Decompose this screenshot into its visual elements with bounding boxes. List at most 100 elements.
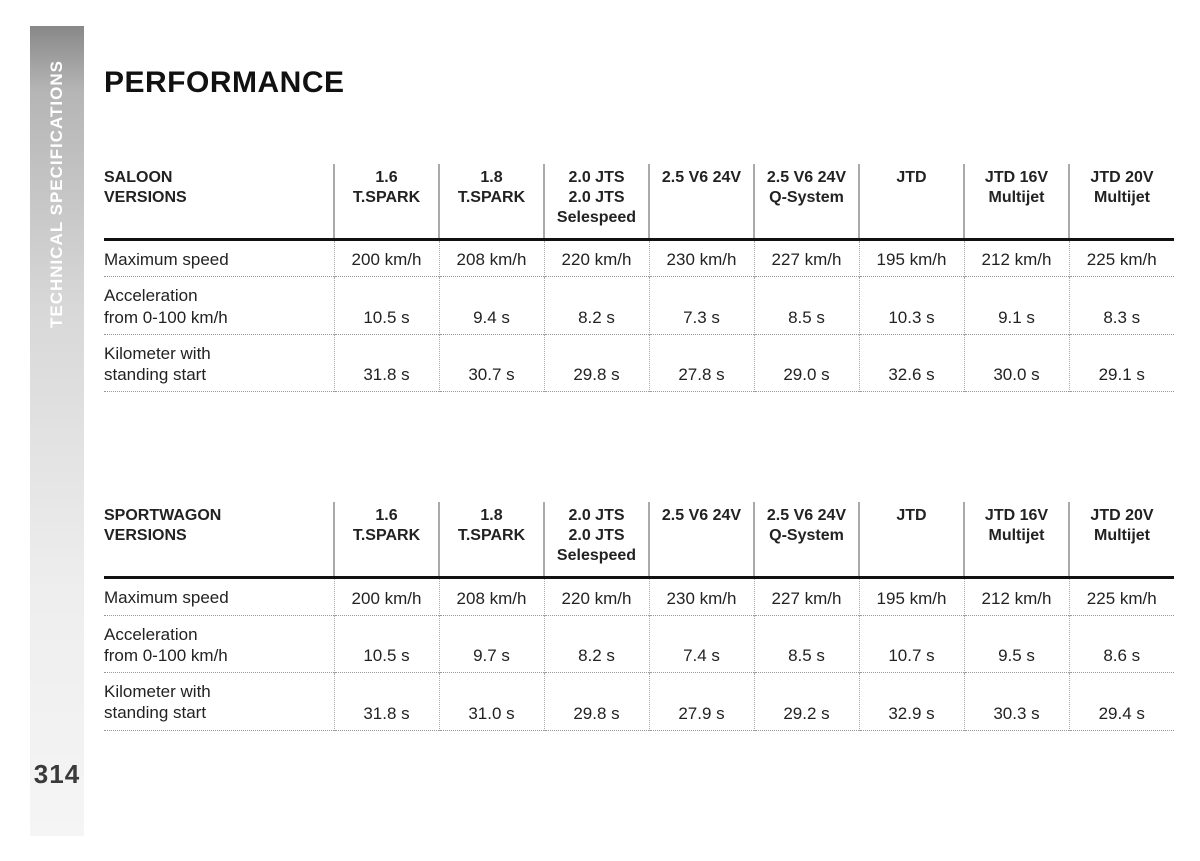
cell-value: 9.5 s bbox=[964, 615, 1069, 673]
row-label-text: Maximum speed bbox=[104, 249, 330, 270]
column-header: 1.6T.SPARK bbox=[334, 164, 439, 240]
header-text: JTD bbox=[862, 506, 961, 526]
cell-value: 29.8 s bbox=[544, 673, 649, 731]
header-text: 2.5 V6 24V bbox=[757, 506, 856, 526]
cell-value: 8.2 s bbox=[544, 615, 649, 673]
cell-value: 30.0 s bbox=[964, 334, 1069, 392]
header-text: T.SPARK bbox=[442, 526, 541, 546]
table-row: Maximum speed200 km/h208 km/h220 km/h230… bbox=[104, 578, 1174, 615]
header-text: 1.6 bbox=[337, 506, 436, 526]
table-row: Accelerationfrom 0-100 km/h10.5 s9.4 s8.… bbox=[104, 277, 1174, 335]
cell-value: 29.1 s bbox=[1069, 334, 1174, 392]
cell-value: 31.8 s bbox=[334, 334, 439, 392]
cell-value: 7.4 s bbox=[649, 615, 754, 673]
performance-table: SALOONVERSIONS1.6T.SPARK1.8T.SPARK2.0 JT… bbox=[104, 164, 1174, 392]
header-text: 1.6 bbox=[337, 168, 436, 188]
row-header-label: SPORTWAGONVERSIONS bbox=[104, 502, 334, 578]
column-header: 2.5 V6 24V bbox=[649, 164, 754, 240]
cell-value: 27.8 s bbox=[649, 334, 754, 392]
header-text: Multijet bbox=[1072, 526, 1172, 546]
cell-value: 10.3 s bbox=[859, 277, 964, 335]
header-text: SPORTWAGON bbox=[104, 506, 331, 526]
header-text: 2.0 JTS bbox=[547, 526, 646, 546]
column-header: 2.5 V6 24V bbox=[649, 502, 754, 578]
page-title: PERFORMANCE bbox=[104, 66, 1174, 100]
cell-value: 27.9 s bbox=[649, 673, 754, 731]
row-label-text: Kilometer with bbox=[104, 343, 330, 364]
header-text: 2.5 V6 24V bbox=[652, 506, 751, 526]
header-text: VERSIONS bbox=[104, 526, 331, 546]
table-row: Kilometer withstanding start31.8 s30.7 s… bbox=[104, 334, 1174, 392]
table-row: Accelerationfrom 0-100 km/h10.5 s9.7 s8.… bbox=[104, 615, 1174, 673]
cell-value: 230 km/h bbox=[649, 240, 754, 277]
row-label-text: Maximum speed bbox=[104, 587, 330, 608]
cell-value: 220 km/h bbox=[544, 240, 649, 277]
header-text: 2.5 V6 24V bbox=[652, 168, 751, 188]
row-label: Kilometer withstanding start bbox=[104, 334, 334, 392]
row-label: Kilometer withstanding start bbox=[104, 673, 334, 731]
header-text: 1.8 bbox=[442, 168, 541, 188]
cell-value: 31.8 s bbox=[334, 673, 439, 731]
column-header: JTD 20VMultijet bbox=[1069, 502, 1174, 578]
cell-value: 29.4 s bbox=[1069, 673, 1174, 731]
cell-value: 225 km/h bbox=[1069, 240, 1174, 277]
page: TECHNICAL SPECIFICATIONS 314 PERFORMANCE… bbox=[0, 0, 1200, 861]
column-header: 1.8T.SPARK bbox=[439, 164, 544, 240]
cell-value: 200 km/h bbox=[334, 578, 439, 615]
column-header: JTD 20VMultijet bbox=[1069, 164, 1174, 240]
row-label-text: Acceleration bbox=[104, 285, 330, 306]
header-text: 2.0 JTS bbox=[547, 506, 646, 526]
header-text: Selespeed bbox=[547, 208, 646, 228]
cell-value: 10.5 s bbox=[334, 615, 439, 673]
cell-value: 225 km/h bbox=[1069, 578, 1174, 615]
row-label-text: from 0-100 km/h bbox=[104, 645, 330, 666]
header-text: JTD 16V bbox=[967, 506, 1066, 526]
header-text: 2.0 JTS bbox=[547, 168, 646, 188]
column-header: 2.0 JTS2.0 JTSSelespeed bbox=[544, 164, 649, 240]
cell-value: 195 km/h bbox=[859, 240, 964, 277]
column-header: 1.8T.SPARK bbox=[439, 502, 544, 578]
header-text: T.SPARK bbox=[337, 526, 436, 546]
cell-value: 230 km/h bbox=[649, 578, 754, 615]
cell-value: 32.9 s bbox=[859, 673, 964, 731]
cell-value: 220 km/h bbox=[544, 578, 649, 615]
header-text: VERSIONS bbox=[104, 188, 331, 208]
cell-value: 9.1 s bbox=[964, 277, 1069, 335]
cell-value: 8.5 s bbox=[754, 615, 859, 673]
table-row: Maximum speed200 km/h208 km/h220 km/h230… bbox=[104, 240, 1174, 277]
sidebar-section-label: TECHNICAL SPECIFICATIONS bbox=[47, 60, 67, 328]
header-text: Multijet bbox=[967, 188, 1066, 208]
cell-value: 10.5 s bbox=[334, 277, 439, 335]
header-text: JTD 16V bbox=[967, 168, 1066, 188]
cell-value: 31.0 s bbox=[439, 673, 544, 731]
column-header: JTD bbox=[859, 164, 964, 240]
cell-value: 9.4 s bbox=[439, 277, 544, 335]
column-header: 1.6T.SPARK bbox=[334, 502, 439, 578]
header-text: Multijet bbox=[967, 526, 1066, 546]
header-text: Selespeed bbox=[547, 546, 646, 566]
column-header: 2.5 V6 24VQ-System bbox=[754, 164, 859, 240]
cell-value: 212 km/h bbox=[964, 578, 1069, 615]
content-area: PERFORMANCE SALOONVERSIONS1.6T.SPARK1.8T… bbox=[104, 66, 1174, 731]
cell-value: 10.7 s bbox=[859, 615, 964, 673]
row-label: Maximum speed bbox=[104, 578, 334, 615]
column-header: JTD 16VMultijet bbox=[964, 164, 1069, 240]
cell-value: 29.2 s bbox=[754, 673, 859, 731]
row-label: Accelerationfrom 0-100 km/h bbox=[104, 615, 334, 673]
cell-value: 227 km/h bbox=[754, 578, 859, 615]
cell-value: 208 km/h bbox=[439, 578, 544, 615]
cell-value: 212 km/h bbox=[964, 240, 1069, 277]
header-text: Q-System bbox=[757, 188, 856, 208]
header-text: 1.8 bbox=[442, 506, 541, 526]
header-text: Multijet bbox=[1072, 188, 1172, 208]
tables-container: SALOONVERSIONS1.6T.SPARK1.8T.SPARK2.0 JT… bbox=[104, 164, 1174, 731]
page-number: 314 bbox=[22, 759, 92, 790]
sidebar-gradient: TECHNICAL SPECIFICATIONS 314 bbox=[30, 26, 84, 836]
header-text: JTD 20V bbox=[1072, 506, 1172, 526]
cell-value: 8.2 s bbox=[544, 277, 649, 335]
cell-value: 8.6 s bbox=[1069, 615, 1174, 673]
cell-value: 32.6 s bbox=[859, 334, 964, 392]
header-text: JTD bbox=[862, 168, 961, 188]
column-header: JTD bbox=[859, 502, 964, 578]
row-label-text: Kilometer with bbox=[104, 681, 330, 702]
